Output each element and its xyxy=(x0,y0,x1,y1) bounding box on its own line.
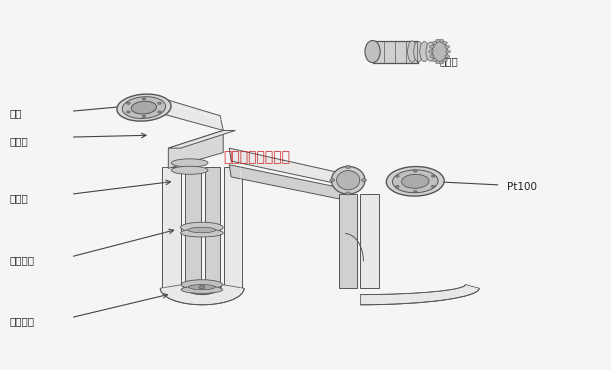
Polygon shape xyxy=(160,285,244,305)
Circle shape xyxy=(431,175,435,177)
Ellipse shape xyxy=(117,94,171,121)
Circle shape xyxy=(346,165,351,168)
Polygon shape xyxy=(185,167,200,288)
Ellipse shape xyxy=(414,41,423,62)
Ellipse shape xyxy=(401,174,429,188)
Ellipse shape xyxy=(181,280,222,289)
Circle shape xyxy=(126,102,130,104)
Polygon shape xyxy=(224,167,242,288)
Text: 法兰: 法兰 xyxy=(10,108,23,118)
Polygon shape xyxy=(163,167,180,288)
Circle shape xyxy=(362,179,367,182)
Circle shape xyxy=(142,98,146,100)
Circle shape xyxy=(126,111,130,113)
Circle shape xyxy=(330,179,335,182)
Polygon shape xyxy=(169,131,235,148)
Ellipse shape xyxy=(408,41,417,62)
Polygon shape xyxy=(169,131,223,168)
Polygon shape xyxy=(229,165,347,201)
Circle shape xyxy=(429,50,434,53)
Ellipse shape xyxy=(172,159,208,167)
Circle shape xyxy=(158,111,161,113)
Circle shape xyxy=(142,115,146,117)
Ellipse shape xyxy=(392,170,438,193)
Circle shape xyxy=(431,185,435,188)
Text: 变送器: 变送器 xyxy=(439,57,458,67)
Circle shape xyxy=(414,170,417,172)
Polygon shape xyxy=(360,194,379,288)
Circle shape xyxy=(442,59,447,62)
Text: Pt100: Pt100 xyxy=(507,182,536,192)
Ellipse shape xyxy=(365,40,380,63)
Circle shape xyxy=(430,45,434,48)
Circle shape xyxy=(445,50,450,53)
Ellipse shape xyxy=(188,285,215,290)
Polygon shape xyxy=(373,40,419,63)
Circle shape xyxy=(158,102,161,104)
Text: 分流器: 分流器 xyxy=(10,136,29,146)
Ellipse shape xyxy=(331,166,365,194)
Circle shape xyxy=(442,41,447,44)
Circle shape xyxy=(414,191,417,193)
Ellipse shape xyxy=(420,41,429,61)
Circle shape xyxy=(435,39,440,42)
Circle shape xyxy=(445,45,450,48)
Polygon shape xyxy=(150,95,223,131)
Text: 江苏华云流量计厂: 江苏华云流量计厂 xyxy=(223,150,290,164)
Circle shape xyxy=(432,59,437,62)
Ellipse shape xyxy=(181,286,222,293)
Ellipse shape xyxy=(432,42,441,61)
Ellipse shape xyxy=(122,97,166,118)
Ellipse shape xyxy=(386,166,444,196)
Circle shape xyxy=(346,192,351,195)
Ellipse shape xyxy=(426,42,435,61)
Polygon shape xyxy=(205,167,220,288)
Polygon shape xyxy=(229,148,347,186)
Circle shape xyxy=(439,61,444,64)
Circle shape xyxy=(439,39,444,42)
Ellipse shape xyxy=(180,229,223,237)
Ellipse shape xyxy=(432,41,447,62)
Circle shape xyxy=(199,285,205,289)
Circle shape xyxy=(430,55,434,58)
Circle shape xyxy=(432,41,437,44)
Ellipse shape xyxy=(180,222,223,233)
Circle shape xyxy=(395,185,399,188)
Ellipse shape xyxy=(131,101,156,114)
Ellipse shape xyxy=(337,171,360,190)
Circle shape xyxy=(445,55,450,58)
Text: 流量管: 流量管 xyxy=(10,193,29,203)
Text: 驱动线圈: 驱动线圈 xyxy=(10,316,35,326)
Circle shape xyxy=(435,61,440,64)
Circle shape xyxy=(395,175,399,177)
Ellipse shape xyxy=(188,227,216,233)
Ellipse shape xyxy=(172,166,208,174)
Polygon shape xyxy=(360,285,479,305)
Text: 检测线圈: 检测线圈 xyxy=(10,256,35,266)
Polygon shape xyxy=(339,194,357,288)
